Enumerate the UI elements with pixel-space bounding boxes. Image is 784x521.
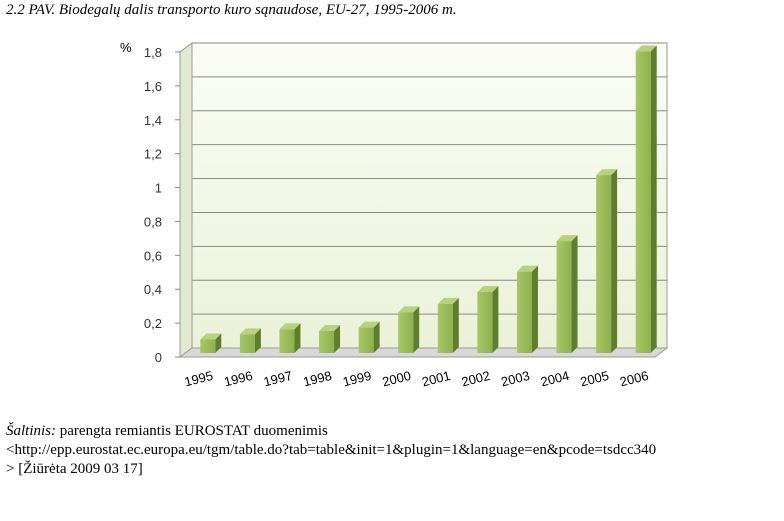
bar-1998 [319, 324, 341, 353]
x-category-label: 2001 [420, 368, 452, 390]
source-text: parengta remiantis EUROSTAT duomenimis [56, 423, 328, 439]
y-tick-label: 1,6 [144, 79, 162, 94]
source-date: > [Žiūrėta 2009 03 17] [6, 461, 143, 477]
bar-2002 [477, 286, 499, 353]
x-category-label: 1995 [183, 368, 215, 390]
bar-2000 [398, 306, 420, 353]
bar-2004 [556, 235, 578, 353]
y-tick-label: 0,4 [144, 282, 162, 297]
bar-2003 [516, 265, 538, 353]
y-tick-label: 1,4 [144, 113, 162, 128]
x-category-label: 2005 [579, 368, 611, 390]
x-axis-categories: 1995 1996 1997 1998 1999 2000 2001 2002 2003 2004… [183, 368, 650, 390]
gridlines [179, 42, 667, 324]
bar-chart: 00,20,40,60,811,21,41,61,8 1995 1996 1997 1… [120, 40, 669, 390]
y-tick-label: 0,2 [144, 316, 162, 331]
x-category-label: 1998 [302, 368, 334, 390]
source-label: Šaltinis: [6, 423, 57, 439]
figure-title: 2.2 PAV. Biodegalų dalis transporto kuro… [6, 2, 457, 18]
y-tick-label: 1,8 [144, 45, 162, 60]
x-category-label: 2002 [460, 368, 492, 390]
bar-2001 [437, 297, 459, 353]
x-category-label: 2003 [500, 368, 532, 390]
bar-1997 [279, 323, 301, 353]
bar-1996 [239, 328, 261, 353]
y-tick-label: 1,2 [144, 147, 162, 162]
plot-back-wall [191, 42, 668, 349]
x-category-label: 1999 [341, 368, 373, 390]
y-tick-label: 0 [155, 350, 162, 365]
source-caption: Šaltinis: parengta remiantis EUROSTAT du… [6, 422, 782, 479]
y-tick-label: 0,8 [144, 214, 162, 229]
x-category-label: 1996 [222, 368, 254, 390]
bars [200, 45, 657, 354]
y-axis-ticks: 0 0,2 0,4 0,6 0,8 1 1,2 1,4 1,6 1,8 [144, 45, 180, 365]
source-line: Šaltinis: parengta remiantis EUROSTAT du… [6, 422, 782, 441]
bar-1999 [358, 321, 380, 353]
x-category-label: 2004 [539, 368, 571, 390]
y-tick-label: 1 [155, 181, 162, 196]
y-tick-label: 0,6 [144, 248, 162, 263]
source-url: <http://epp.eurostat.ec.europa.eu/tgm/ta… [6, 442, 657, 458]
x-category-label: 2000 [381, 368, 413, 390]
plot-side-wall [179, 42, 193, 358]
y-axis-unit: % [120, 40, 132, 55]
plot-floor [178, 347, 669, 358]
bar-2006 [635, 45, 657, 354]
x-category-label: 1997 [262, 368, 294, 390]
bar-2005 [596, 169, 618, 353]
x-category-label: 2006 [618, 368, 650, 390]
bar-1995 [200, 333, 222, 353]
